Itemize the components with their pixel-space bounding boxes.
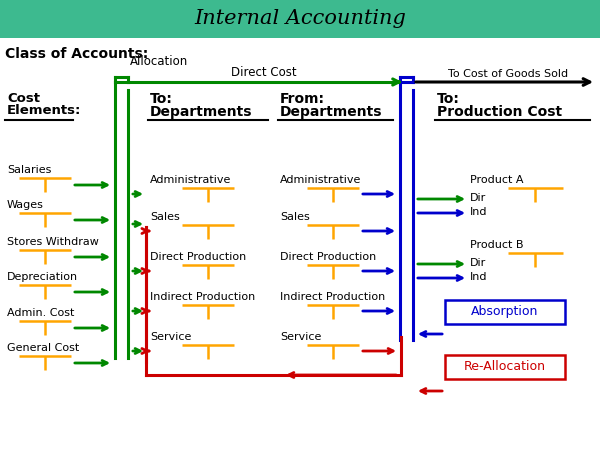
Text: Cost: Cost (7, 92, 40, 105)
Bar (445, 355, 565, 379)
Text: Re-Allocation: Re-Allocation (464, 360, 546, 374)
Bar (445, 300, 565, 324)
Text: Product A: Product A (470, 175, 523, 185)
Text: Direct Production: Direct Production (150, 252, 246, 262)
Text: Departments: Departments (150, 105, 253, 119)
Text: Dir: Dir (470, 193, 486, 203)
Text: Sales: Sales (150, 212, 180, 222)
Text: Product B: Product B (470, 240, 523, 250)
Text: Production Cost: Production Cost (437, 105, 562, 119)
Text: To:: To: (437, 92, 460, 106)
Text: Indirect Production: Indirect Production (280, 292, 385, 302)
Text: Stores Withdraw: Stores Withdraw (7, 237, 99, 247)
Text: Direct Cost: Direct Cost (231, 66, 297, 79)
Text: Class of Accounts:: Class of Accounts: (5, 47, 148, 61)
Text: Wages: Wages (7, 200, 44, 210)
Text: Administrative: Administrative (150, 175, 232, 185)
Text: Service: Service (280, 332, 322, 342)
Text: To:: To: (150, 92, 173, 106)
Text: From:: From: (280, 92, 325, 106)
Text: Administrative: Administrative (280, 175, 361, 185)
Text: Elements:: Elements: (7, 104, 82, 117)
Text: Departments: Departments (280, 105, 383, 119)
Text: Sales: Sales (280, 212, 310, 222)
Text: Ind: Ind (470, 207, 487, 217)
Bar (0, 0, 600, 38)
Text: Admin. Cost: Admin. Cost (7, 308, 74, 318)
Text: Salaries: Salaries (7, 165, 52, 175)
Text: Depreciation: Depreciation (7, 272, 78, 282)
Text: Internal Accounting: Internal Accounting (194, 9, 406, 28)
Text: Absorption: Absorption (472, 306, 539, 319)
Text: Service: Service (150, 332, 191, 342)
Text: Indirect Production: Indirect Production (150, 292, 255, 302)
Text: Allocation: Allocation (130, 55, 188, 68)
Text: To Cost of Goods Sold: To Cost of Goods Sold (448, 69, 568, 79)
Text: Dir: Dir (470, 258, 486, 268)
Text: Ind: Ind (470, 272, 487, 282)
Text: Direct Production: Direct Production (280, 252, 376, 262)
Text: General Cost: General Cost (7, 343, 79, 353)
